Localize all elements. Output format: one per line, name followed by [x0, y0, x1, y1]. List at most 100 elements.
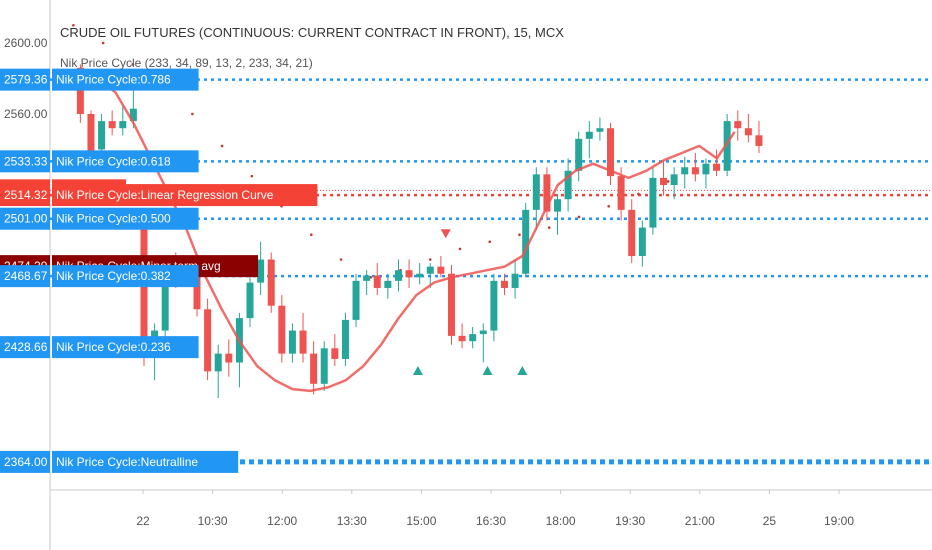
- envelope-dot: [220, 144, 224, 148]
- x-tick-label: 15:00: [406, 514, 436, 528]
- envelope-dot: [488, 240, 492, 244]
- level-value-label: 2364.00: [4, 455, 48, 469]
- level-value-label: 2514.32: [4, 188, 48, 202]
- level-name-box: [52, 207, 199, 230]
- candle-body: [469, 334, 477, 342]
- level-name-label: Nik Price Cycle:0.500: [56, 212, 171, 226]
- candle-body: [373, 275, 381, 288]
- candle-body: [575, 138, 583, 171]
- candle-body: [384, 280, 392, 288]
- envelope-dot: [250, 174, 254, 178]
- x-tick-label: 21:00: [685, 514, 715, 528]
- candle-body: [405, 270, 413, 278]
- candle-body: [511, 273, 519, 288]
- candle-body: [755, 135, 763, 146]
- candle-body: [617, 176, 625, 210]
- x-tick-label: 19:00: [824, 514, 854, 528]
- level-name-box: [52, 336, 199, 359]
- candle-body: [214, 353, 222, 372]
- envelope-dot: [131, 63, 135, 66]
- candle-body: [267, 259, 275, 306]
- candle-body: [585, 131, 593, 139]
- envelope-dot: [577, 215, 581, 219]
- indicator-label: Nik Price Cycle (233, 34, 89, 13, 2, 233…: [60, 56, 313, 70]
- level-name-box: [52, 68, 199, 91]
- x-tick-label: 16:30: [476, 514, 506, 528]
- candle-body: [278, 305, 286, 354]
- candle-body: [458, 335, 466, 342]
- x-tick-label: 10:30: [198, 514, 228, 528]
- candle-body: [352, 280, 360, 320]
- candle-body: [119, 121, 127, 129]
- x-tick-label: 13:30: [337, 514, 367, 528]
- candle-body: [681, 167, 689, 175]
- buy-marker-icon: [517, 366, 528, 376]
- x-tick-label: 22: [136, 514, 150, 528]
- level-name-label: Nik Price Cycle:0.618: [56, 154, 171, 168]
- candle-body: [108, 121, 116, 129]
- candle-body: [670, 174, 678, 185]
- envelope-dot: [607, 205, 610, 208]
- candle-body: [702, 163, 710, 175]
- sell-marker-icon: [440, 229, 451, 239]
- x-tick-label: 19:30: [615, 514, 645, 528]
- regression-curve: [79, 66, 736, 393]
- level-value-box: [0, 68, 50, 91]
- candle-body: [320, 348, 328, 384]
- envelope-dot: [191, 112, 194, 116]
- x-tick-label: 12:00: [267, 514, 297, 528]
- candle-body: [596, 128, 604, 132]
- candle-body: [691, 167, 699, 175]
- candle-body: [447, 273, 455, 336]
- level-name-label: Nik Price Cycle:0.236: [56, 340, 171, 354]
- candle-body: [98, 121, 106, 150]
- candle-body: [161, 264, 169, 331]
- candle-body: [310, 353, 318, 384]
- candle-body: [500, 280, 508, 288]
- level-value-label: 2501.00: [4, 212, 48, 226]
- envelope-dot: [339, 258, 343, 261]
- candle-body: [628, 209, 636, 256]
- candle-body: [288, 330, 296, 354]
- candle-body: [723, 121, 731, 171]
- envelope-dot: [637, 192, 640, 196]
- level-value-box: [0, 265, 50, 288]
- level-name-label: Nik Price Cycle:0.786: [56, 73, 171, 87]
- candle-body: [76, 67, 84, 114]
- candle-body: [341, 319, 349, 359]
- level-name-box: [52, 265, 199, 288]
- candle-body: [257, 259, 265, 283]
- candle-body: [543, 174, 551, 212]
- level-name-box: [52, 150, 199, 173]
- level-value-box: [0, 184, 50, 207]
- candle-body: [394, 270, 402, 281]
- candle-body: [638, 227, 646, 256]
- candle-body: [129, 108, 137, 122]
- candle-body: [416, 273, 424, 278]
- candle-body: [490, 280, 498, 331]
- candle-body: [87, 114, 95, 159]
- level-value-label: 2468.67: [4, 269, 48, 283]
- candle-body: [299, 330, 307, 354]
- candle-body: [193, 266, 201, 310]
- candle-body: [554, 199, 562, 212]
- candle-body: [331, 348, 339, 359]
- envelope-dot: [458, 247, 462, 251]
- level-name-label: Nik Price Cycle:0.382: [56, 269, 171, 283]
- candle-body: [437, 266, 445, 274]
- envelope-dot: [428, 258, 432, 261]
- buy-marker-icon: [412, 366, 423, 376]
- level-value-box: [0, 150, 50, 173]
- envelope-dot: [310, 233, 313, 236]
- x-tick-label: 18:00: [546, 514, 576, 528]
- buy-marker-icon: [482, 366, 493, 376]
- level-value-label: 2428.66: [4, 340, 48, 354]
- candle-body: [246, 282, 254, 319]
- y-tick-label: 2560.00: [4, 107, 48, 121]
- envelope-dot: [101, 41, 105, 45]
- level-name-box: [52, 450, 239, 473]
- level-value-box: [0, 450, 50, 473]
- candle-body: [204, 309, 212, 372]
- candle-body: [225, 353, 233, 363]
